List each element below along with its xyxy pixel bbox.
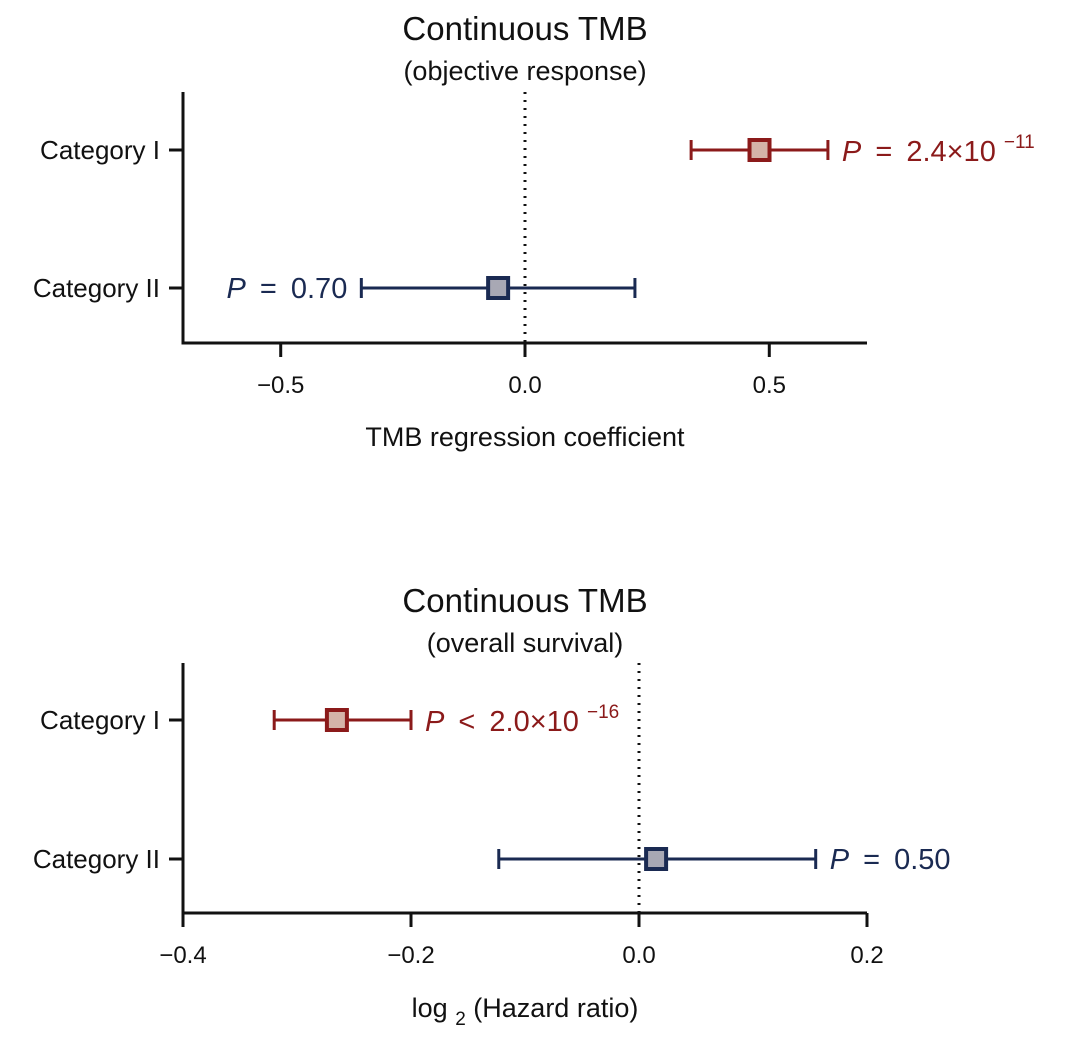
x-tick-label: −0.5 xyxy=(257,372,304,399)
p-relation: = xyxy=(260,273,277,305)
category-label: Category I xyxy=(40,705,160,735)
p-symbol: P xyxy=(842,136,862,168)
chart-subtitle: (overall survival) xyxy=(427,628,624,658)
p-symbol: P xyxy=(425,706,445,738)
x-axis-title-rest: (Hazard ratio) xyxy=(473,993,638,1023)
x-axis-title-subscript: 2 xyxy=(455,1009,466,1030)
chart-title: Continuous TMB xyxy=(402,582,647,619)
category-label: Category II xyxy=(33,844,160,874)
ci-bar-category-i xyxy=(689,138,830,162)
x-axis-title: TMB regression coefficient xyxy=(365,422,685,452)
p-value-label: P = 2.4×10 −11 xyxy=(842,132,1035,168)
x-tick-label: 0.0 xyxy=(622,942,655,969)
category-label: Category II xyxy=(33,273,160,303)
x-tick-label: 0.5 xyxy=(753,372,786,399)
p-relation: < xyxy=(458,706,475,738)
p-mantissa: 2.0×10 xyxy=(489,706,579,738)
estimate-marker xyxy=(644,847,669,871)
x-tick-label: −0.4 xyxy=(159,942,206,969)
estimate-marker xyxy=(747,138,772,162)
p-value-label: P < 2.0×10 −16 xyxy=(425,702,619,738)
x-tick-label: 0.2 xyxy=(850,942,883,969)
ci-bar-category-ii xyxy=(359,276,637,300)
chart-title: Continuous TMB xyxy=(402,10,647,47)
p-value-label: P = 0.70 xyxy=(226,273,347,305)
p-mantissa: 2.4×10 xyxy=(906,136,996,168)
chart-subtitle: (objective response) xyxy=(403,56,646,86)
p-value-label: P = 0.50 xyxy=(830,844,951,876)
p-relation: = xyxy=(875,136,892,168)
panel-overall-survival: Continuous TMB (overall survival) Catego… xyxy=(33,582,951,1031)
category-label: Category I xyxy=(40,135,160,165)
p-relation: = xyxy=(863,844,880,876)
x-tick-label: −0.2 xyxy=(387,942,434,969)
ci-bar-category-ii xyxy=(497,847,818,871)
x-tick-label: 0.0 xyxy=(508,372,541,399)
p-exponent: −16 xyxy=(587,702,619,723)
p-mantissa: 0.70 xyxy=(291,273,347,305)
p-mantissa: 0.50 xyxy=(894,844,950,876)
ci-bar-category-i xyxy=(272,708,413,732)
x-axis-title: log 2 (Hazard ratio) xyxy=(412,993,639,1031)
estimate-marker xyxy=(324,708,349,732)
p-symbol: P xyxy=(226,273,246,305)
p-exponent: −11 xyxy=(1004,132,1035,153)
x-axis-title-main: log xyxy=(412,993,448,1023)
estimate-marker xyxy=(486,276,511,300)
p-symbol: P xyxy=(830,844,850,876)
panel-objective-response: Continuous TMB (objective response) Cate… xyxy=(33,10,1035,452)
